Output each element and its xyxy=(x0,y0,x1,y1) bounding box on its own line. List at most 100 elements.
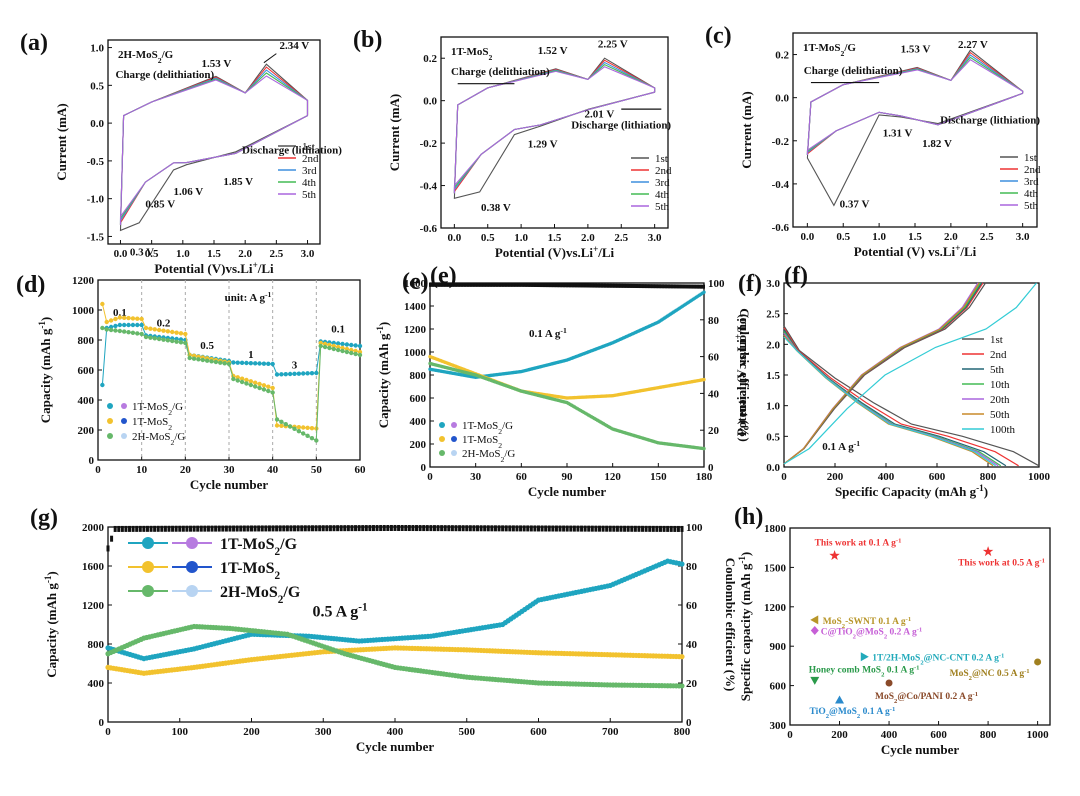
data-point xyxy=(104,319,109,325)
data-point xyxy=(702,446,706,451)
data-point xyxy=(126,322,131,328)
x-tick-label: 10 xyxy=(136,464,148,476)
efficiency-point xyxy=(575,283,578,288)
efficiency-point xyxy=(271,525,275,532)
data-point xyxy=(292,426,297,432)
efficiency-point xyxy=(605,283,608,288)
x-tick-label: 120 xyxy=(604,471,621,483)
efficiency-point xyxy=(590,525,594,532)
efficiency-point xyxy=(457,282,460,287)
data-point xyxy=(152,336,157,341)
efficiency-point xyxy=(524,282,527,287)
data-point xyxy=(253,384,258,389)
x-tick-label: 200 xyxy=(827,471,844,483)
legend-label: 4th xyxy=(302,177,317,189)
efficiency-point xyxy=(562,283,565,288)
x-tick-label: 300 xyxy=(315,726,332,738)
efficiency-point xyxy=(447,525,451,532)
efficiency-point xyxy=(593,283,596,288)
efficiency-point xyxy=(611,283,614,288)
y-tick-label: 1400 xyxy=(404,301,427,313)
data-point xyxy=(143,334,149,340)
x-tick-label: 400 xyxy=(881,729,898,741)
y-tick-label: 0.0 xyxy=(766,462,780,474)
efficiency-point xyxy=(538,283,541,288)
data-point xyxy=(266,384,271,389)
data-point xyxy=(139,322,144,328)
efficiency-point xyxy=(278,525,282,532)
legend-label: 1st xyxy=(990,334,1003,346)
efficiency-point xyxy=(585,283,588,288)
x-tick-label: 800 xyxy=(980,471,997,483)
efficiency-point xyxy=(275,525,279,532)
efficiency-point xyxy=(482,282,485,287)
efficiency-point xyxy=(303,525,307,532)
efficiency-point xyxy=(552,283,555,288)
efficiency-point xyxy=(558,283,561,288)
marker-diamond xyxy=(810,625,819,635)
efficiency-point xyxy=(499,282,502,287)
efficiency-point xyxy=(479,525,483,532)
data-point xyxy=(209,359,214,364)
y-tick-label: 0.2 xyxy=(775,50,789,62)
x-tick-label: 30 xyxy=(470,471,482,483)
data-point xyxy=(702,290,706,294)
panel-label: (d) xyxy=(16,272,45,298)
panel-label: (f) xyxy=(784,263,808,289)
data-point xyxy=(270,385,275,391)
efficiency-point xyxy=(602,283,605,288)
efficiency-point xyxy=(616,283,619,288)
efficiency-point xyxy=(448,282,451,287)
legend-marker xyxy=(186,561,198,573)
efficiency-point xyxy=(544,283,547,288)
efficiency-point xyxy=(625,283,628,288)
legend-label: 1T-MoS2 xyxy=(132,416,172,432)
data-point xyxy=(165,329,171,334)
efficiency-point xyxy=(310,525,314,532)
efficiency-point xyxy=(597,283,600,288)
peak-label-0.37: 0.37 V xyxy=(840,199,870,211)
efficiency-point xyxy=(561,283,564,288)
data-point xyxy=(196,357,201,362)
legend-label: 1st xyxy=(655,153,668,165)
data-point xyxy=(322,344,328,350)
data-point xyxy=(248,360,254,366)
x-tick-label: 200 xyxy=(243,726,260,738)
efficiency-point xyxy=(628,283,631,288)
data-point xyxy=(279,372,284,377)
efficiency-point xyxy=(587,283,590,288)
x-axis-label: Cycle number xyxy=(190,477,269,492)
rate-label: 0.1 A g-1 xyxy=(529,326,567,341)
efficiency-point xyxy=(550,283,553,288)
x-tick-label: 0 xyxy=(427,471,433,483)
data-point xyxy=(239,379,245,385)
legend-label: 2nd xyxy=(990,349,1007,361)
efficiency-point xyxy=(601,283,604,288)
data-point xyxy=(126,315,131,321)
legend-label: 3rd xyxy=(302,165,317,177)
efficiency-point xyxy=(145,525,149,532)
legend-label: 3rd xyxy=(655,177,670,189)
y-tick-label: 0.2 xyxy=(423,53,437,65)
efficiency-point xyxy=(328,525,332,532)
efficiency-point xyxy=(519,525,523,532)
data-point xyxy=(165,338,171,343)
efficiency-point xyxy=(438,282,441,287)
data-point xyxy=(200,357,205,363)
efficiency-point xyxy=(429,282,431,287)
point-label: This work at 0.5 A g-1 xyxy=(958,557,1045,569)
y-tick-label: -1.0 xyxy=(87,194,105,206)
y-axis-label: Capacity (mAh g-1) xyxy=(43,571,59,678)
charge-curve-100th xyxy=(783,282,1037,465)
efficiency-point xyxy=(415,525,419,532)
x-axis-label: Potential (V)vs.Li+/Li xyxy=(154,260,274,276)
y-tick-label: 1200 xyxy=(82,600,105,612)
data-point xyxy=(117,315,123,320)
efficiency-point xyxy=(582,283,585,288)
data-point xyxy=(122,322,127,328)
panel-label: (c) xyxy=(705,23,732,49)
rate-label: 1 xyxy=(248,349,254,361)
efficiency-point xyxy=(689,284,692,289)
data-point xyxy=(344,342,350,347)
data-point xyxy=(301,425,306,430)
